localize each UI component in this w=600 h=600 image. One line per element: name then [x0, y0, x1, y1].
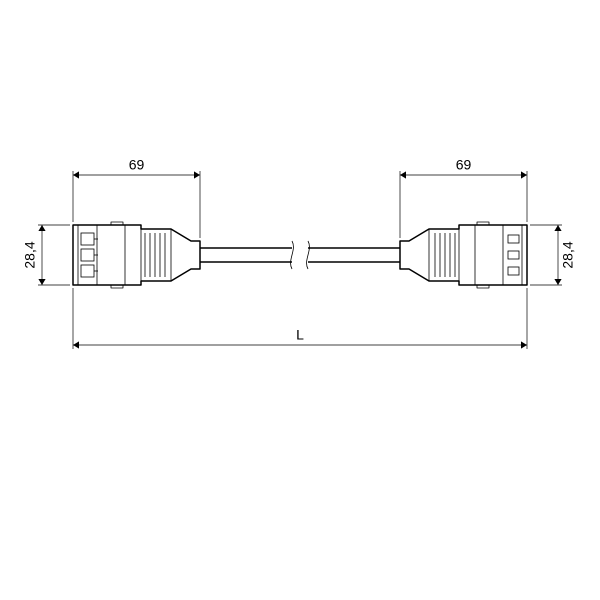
dim-left-width: 69: [129, 157, 145, 173]
cable: [200, 241, 400, 269]
right-connector: [400, 222, 527, 288]
left-connector: [73, 222, 200, 288]
dim-length: L: [296, 327, 304, 343]
dim-right-width: 69: [456, 157, 472, 173]
dim-left-height: 28,4: [22, 241, 38, 268]
dim-right-height: 28,4: [560, 241, 576, 268]
